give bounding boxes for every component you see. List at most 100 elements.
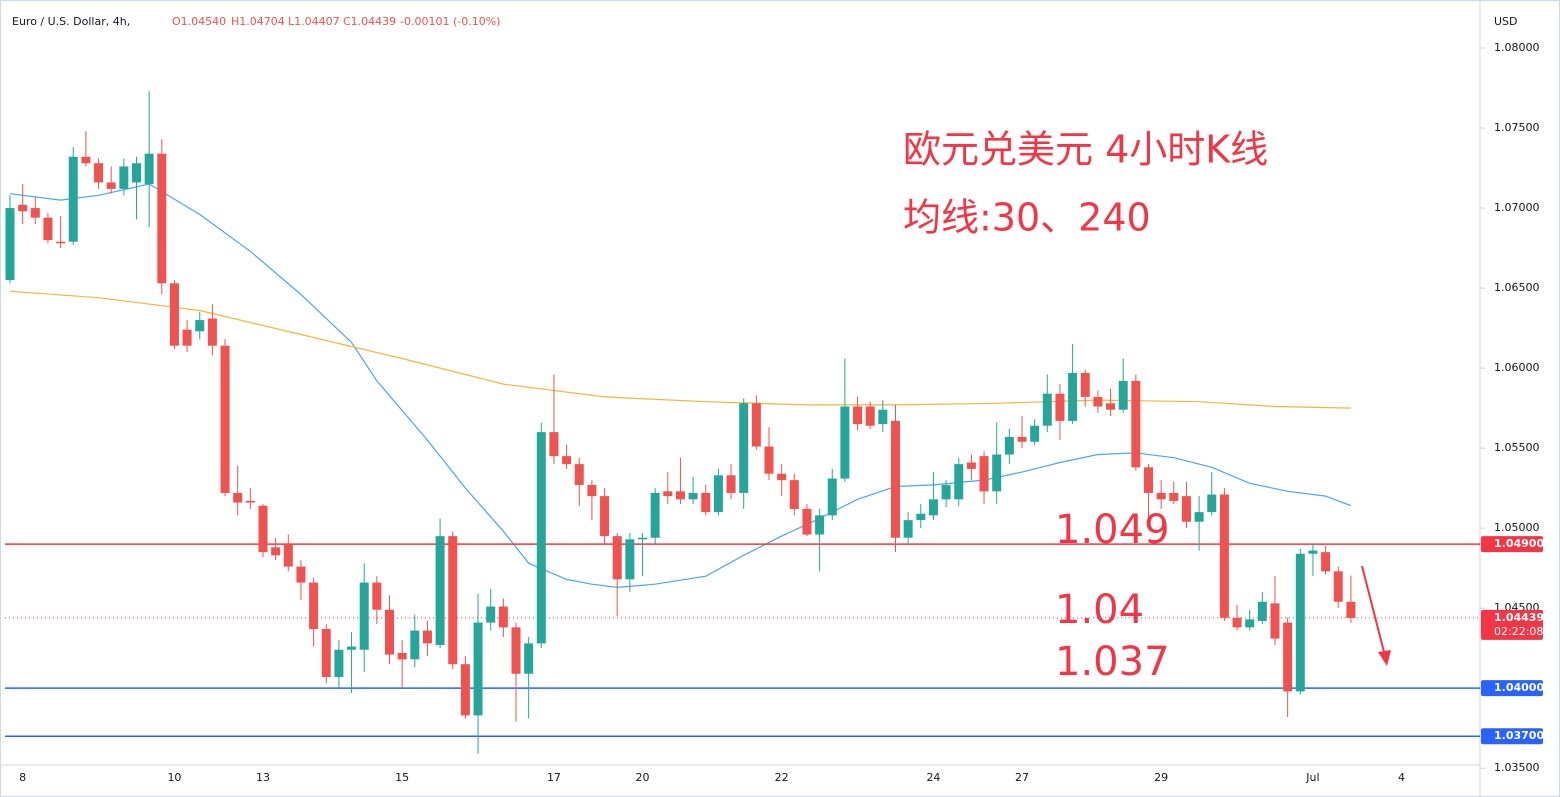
- candle-body: [132, 163, 141, 183]
- candle-body: [1333, 571, 1343, 602]
- level-label: 1.04900: [1494, 537, 1544, 550]
- candle-body: [562, 456, 572, 465]
- level-badge: [1481, 728, 1543, 745]
- candle-body: [827, 478, 837, 516]
- level-badge: [1481, 536, 1543, 553]
- candle-body: [81, 156, 91, 164]
- candle-body: [587, 484, 597, 497]
- candle-body: [233, 492, 243, 503]
- candle-body: [663, 491, 673, 497]
- x-tick-label: 10: [167, 771, 181, 784]
- candle-body: [1131, 380, 1141, 468]
- candle-body: [321, 628, 331, 677]
- candle-body: [422, 630, 432, 644]
- y-tick-label: 1.06000: [1494, 361, 1540, 374]
- chart-subtitle: 均线:30、240: [903, 196, 1151, 240]
- x-tick-label: 24: [926, 771, 940, 784]
- candle-body: [220, 345, 230, 493]
- candle-body: [157, 153, 167, 284]
- candle-body: [638, 537, 647, 540]
- candle-body: [397, 652, 407, 660]
- candle-body: [1118, 380, 1128, 410]
- candle-body: [182, 329, 192, 346]
- candle-body: [1156, 492, 1166, 500]
- candle-body: [1169, 492, 1179, 501]
- x-tick-label: 4: [1398, 771, 1405, 784]
- candle-body: [43, 217, 53, 241]
- candle-body: [511, 627, 521, 674]
- candle-body: [612, 536, 622, 580]
- level-label: 1.03700: [1494, 729, 1544, 742]
- x-tick-label: Jul: [1305, 771, 1319, 784]
- candle-body: [726, 475, 736, 493]
- candle-body: [144, 153, 154, 185]
- candle-body: [1030, 425, 1040, 442]
- candle-body: [385, 609, 394, 655]
- level-badge: [1481, 680, 1543, 697]
- candle-body: [207, 318, 217, 346]
- symbol: Euro / U.S. Dollar, 4h,: [12, 15, 130, 28]
- x-tick-label: 27: [1015, 771, 1029, 784]
- candle-body: [574, 464, 584, 485]
- annotation: 1.04: [1055, 587, 1144, 633]
- y-tick-label: 1.07000: [1494, 201, 1540, 214]
- candle-body: [853, 406, 863, 425]
- x-tick-label: 8: [19, 771, 26, 784]
- y-tick-label: 1.07500: [1494, 121, 1540, 134]
- candle-body: [1194, 512, 1204, 522]
- y-tick-label: 1.03500: [1494, 761, 1540, 774]
- candle-body: [106, 182, 116, 189]
- candle-body: [625, 539, 635, 580]
- candle-body: [309, 582, 319, 629]
- candle-body: [258, 505, 268, 553]
- candle-body: [751, 403, 761, 447]
- candle-body: [473, 622, 483, 716]
- candle-body: [1055, 393, 1065, 421]
- candle-body: [1321, 552, 1331, 572]
- ohlc-change: -0.00101 (-0.10%): [400, 15, 500, 28]
- candle-body: [903, 520, 913, 538]
- candle-body: [536, 432, 546, 644]
- candle-body: [1207, 494, 1217, 513]
- candle-body: [448, 536, 458, 665]
- candle-body: [966, 462, 976, 469]
- candle-body: [891, 420, 900, 538]
- candle-body: [802, 508, 812, 535]
- x-tick-label: 22: [775, 771, 789, 784]
- candle-body: [1042, 393, 1052, 426]
- x-tick-label: 15: [395, 771, 409, 784]
- candle-body: [688, 492, 698, 500]
- candle-body: [56, 241, 66, 244]
- x-tick-label: 29: [1154, 771, 1168, 784]
- candle-body: [498, 606, 508, 628]
- level-label: 1.04000: [1494, 681, 1544, 694]
- candle-body: [1093, 396, 1103, 407]
- candle-body: [30, 208, 40, 218]
- candle-body: [1346, 601, 1356, 618]
- last-price-badge: [1481, 609, 1543, 640]
- candle-body: [941, 484, 951, 500]
- x-tick-label: 13: [256, 771, 270, 784]
- candle-body: [1068, 372, 1078, 421]
- candle-body: [359, 582, 369, 650]
- candle-body: [1144, 467, 1153, 493]
- candle-body: [372, 582, 382, 610]
- candle-body: [5, 208, 15, 281]
- candle-body: [777, 473, 787, 481]
- annotation: 1.037: [1055, 639, 1170, 685]
- candle-body: [1245, 619, 1255, 628]
- moving-average: [9, 183, 1352, 589]
- candle-body: [840, 406, 850, 479]
- annotation: 1.049: [1055, 507, 1170, 553]
- candle-body: [524, 643, 534, 674]
- candle-body: [296, 566, 306, 583]
- last-price-label: 1.04439: [1494, 611, 1544, 624]
- candle-body: [764, 446, 774, 474]
- candle-body: [675, 491, 685, 500]
- candle-body: [334, 649, 344, 677]
- x-tick-label: 17: [547, 771, 561, 784]
- candle-body: [1017, 436, 1027, 442]
- candle-body: [1004, 436, 1014, 455]
- ohlc-open: O1.04540: [172, 15, 226, 28]
